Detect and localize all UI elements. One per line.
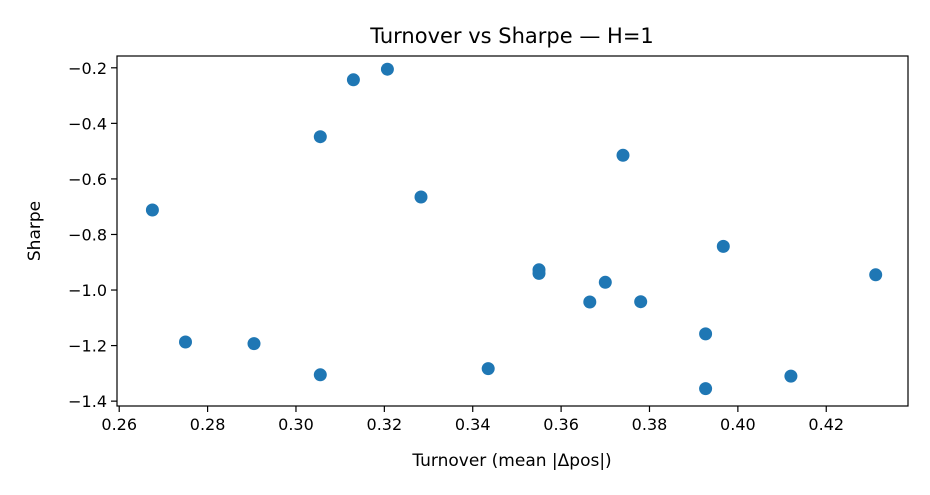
y-tick-label: −1.2	[68, 337, 107, 356]
chart-title: Turnover vs Sharpe — H=1	[369, 24, 654, 48]
x-tick-label: 0.36	[543, 415, 579, 434]
data-point	[699, 327, 713, 341]
x-axis-ticks: 0.26 0.28 0.30 0.32 0.34 0.36 0.38 0.40 0.42	[101, 406, 844, 434]
y-tick-label: −0.4	[68, 114, 107, 133]
x-tick-label: 0.34	[455, 415, 491, 434]
y-axis-label: Sharpe	[25, 201, 45, 261]
plot-frame	[116, 55, 909, 407]
data-point	[313, 130, 327, 144]
data-point	[634, 295, 648, 309]
y-tick-label: −0.8	[68, 225, 107, 244]
data-point	[869, 268, 883, 282]
x-tick-label: 0.26	[101, 415, 137, 434]
x-tick-label: 0.30	[278, 415, 314, 434]
points-layer	[145, 62, 883, 396]
data-point	[414, 190, 428, 204]
data-point	[716, 239, 730, 253]
data-point	[784, 369, 798, 383]
data-point	[481, 362, 495, 376]
x-axis-label: Turnover (mean |Δpos|)	[411, 451, 611, 471]
data-point	[247, 337, 261, 351]
x-tick-label: 0.40	[720, 415, 756, 434]
data-point	[145, 203, 159, 217]
y-axis-ticks: −0.2 −0.4 −0.6 −0.8 −1.0 −1.2 −1.4	[68, 59, 117, 411]
data-point	[699, 382, 713, 396]
data-point	[380, 62, 394, 76]
x-tick-label: 0.38	[632, 415, 668, 434]
data-point	[532, 266, 546, 280]
x-tick-label: 0.28	[190, 415, 226, 434]
y-tick-label: −1.0	[68, 281, 107, 300]
y-tick-label: −1.4	[68, 392, 107, 411]
data-point	[313, 368, 327, 382]
data-point	[346, 73, 360, 87]
data-point	[598, 275, 612, 289]
x-tick-label: 0.42	[808, 415, 844, 434]
y-tick-label: −0.6	[68, 170, 107, 189]
x-tick-label: 0.32	[367, 415, 403, 434]
data-point	[583, 295, 597, 309]
y-tick-label: −0.2	[68, 59, 107, 78]
data-point	[616, 148, 630, 162]
data-point	[179, 335, 192, 349]
